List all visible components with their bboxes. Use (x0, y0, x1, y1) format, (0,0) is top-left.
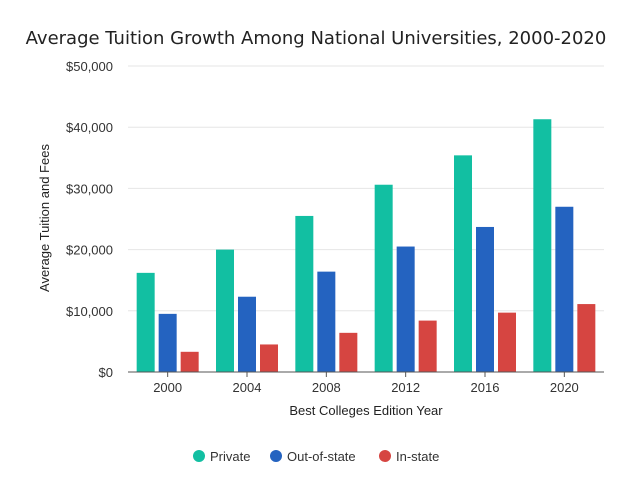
x-tick-label: 2020 (550, 380, 579, 395)
chart-title: Average Tuition Growth Among National Un… (26, 28, 607, 49)
bar-private-2016 (454, 155, 472, 372)
x-tick-label: 2008 (312, 380, 341, 395)
bar-private-2000 (136, 272, 155, 372)
bar-private-2020 (533, 119, 552, 372)
y-axis-label: Average Tuition and Fees (37, 144, 52, 292)
x-tick-label: 2016 (471, 380, 500, 395)
bar-in-state-2016 (498, 312, 516, 372)
legend-marker-in-state (379, 450, 391, 462)
y-tick-label: $30,000 (66, 181, 113, 196)
y-tick-label: $0 (99, 365, 113, 380)
x-axis-label: Best Colleges Edition Year (289, 403, 443, 418)
bar-out-of-state-2020 (555, 206, 574, 372)
bar-private-2004 (216, 249, 234, 372)
x-tick-label: 2004 (233, 380, 262, 395)
bar-in-state-2004 (260, 344, 278, 372)
bar-out-of-state-2016 (476, 226, 494, 372)
gridlines (128, 65, 604, 312)
legend: Private Out-of-state In-state (193, 449, 439, 464)
y-axis-ticks: $0 $10,000 $20,000 $30,000 $40,000 $50,000 (66, 59, 113, 380)
legend-marker-private (193, 450, 205, 462)
x-tick-label: 2012 (391, 380, 420, 395)
bar-in-state-2000 (180, 351, 199, 372)
legend-label: Private (210, 449, 250, 464)
bars (136, 119, 596, 372)
bar-out-of-state-2012 (396, 246, 415, 372)
y-tick-label: $10,000 (66, 304, 113, 319)
bar-out-of-state-2000 (158, 313, 177, 372)
x-axis-ticks: 2000 2004 2008 2012 2016 2020 (153, 372, 579, 395)
y-tick-label: $40,000 (66, 120, 113, 135)
legend-label: In-state (396, 449, 439, 464)
bar-in-state-2020 (577, 304, 596, 372)
bar-private-2012 (374, 184, 393, 372)
bar-out-of-state-2008 (317, 271, 336, 372)
legend-marker-out-of-state (270, 450, 282, 462)
y-tick-label: $50,000 (66, 59, 113, 74)
legend-label: Out-of-state (287, 449, 356, 464)
bar-out-of-state-2004 (238, 296, 256, 372)
y-tick-label: $20,000 (66, 243, 113, 258)
bar-in-state-2008 (339, 332, 358, 372)
bar-in-state-2012 (418, 320, 437, 372)
x-tick-label: 2000 (153, 380, 182, 395)
bar-private-2008 (295, 215, 314, 372)
